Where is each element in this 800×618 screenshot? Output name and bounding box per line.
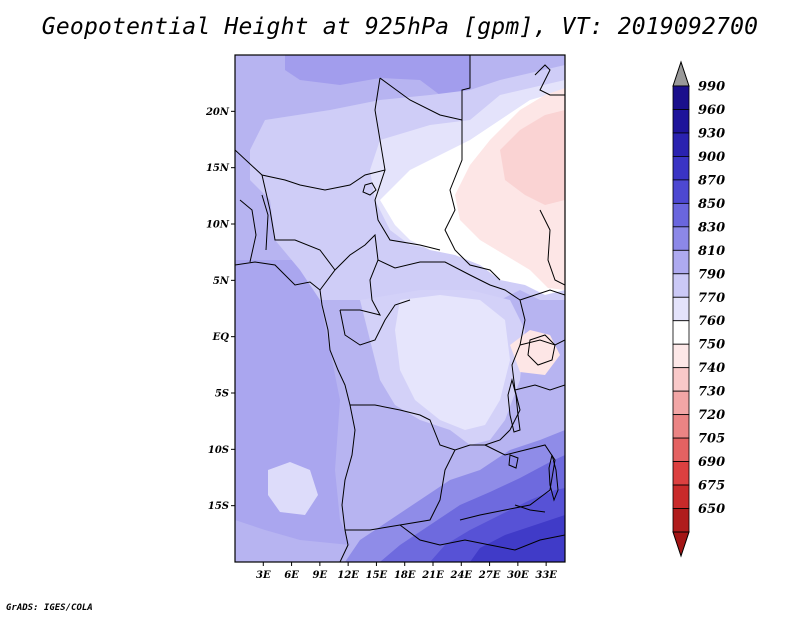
border-sahara: [235, 77, 386, 191]
x-tick-label: 24E: [450, 570, 473, 581]
y-tick-label: 15N: [206, 163, 230, 174]
border-car: [377, 259, 521, 301]
colorbar-swatch: [672, 296, 690, 322]
field-west-ocean: [235, 260, 350, 545]
colorbar-top-extend: [672, 60, 690, 87]
border-cameroon: [319, 233, 381, 316]
border-drc-angola: [350, 404, 485, 451]
colorbar-swatch: [672, 367, 690, 392]
field-south-patch: [268, 462, 318, 515]
colorbar-label: 690: [698, 455, 725, 470]
colorbar-swatch: [672, 461, 690, 486]
x-axis: 3E 6E 9E 12E 15E 18E 21E 24E 27E 30E 33E: [256, 562, 557, 581]
x-tick-label: 30E: [507, 570, 529, 581]
colorbar-label: 675: [698, 479, 725, 494]
lake-mweru: [508, 454, 519, 469]
colorbar-label: 830: [698, 220, 725, 235]
border-niger-chad: [374, 169, 441, 251]
field-pink-740: [500, 110, 565, 205]
colorbar-label: 720: [698, 408, 725, 423]
colorbar-swatch: [672, 249, 690, 275]
y-axis: 20N 15N 10N 5N EQ 5S 10S 15S: [205, 107, 235, 512]
colorbar-label: 760: [698, 314, 725, 329]
border-west-africa: [239, 194, 269, 263]
colorbar-label: 810: [698, 244, 725, 259]
country-borders: [235, 55, 565, 562]
x-tick-label: 15E: [366, 570, 388, 581]
colorbar-label: 740: [698, 361, 725, 376]
colorbar-swatch: [672, 390, 690, 416]
colorbar-swatch: [672, 484, 690, 509]
colorbar-label: 705: [698, 432, 725, 447]
colorbar-swatch: [672, 85, 690, 110]
lake-tanganyika: [507, 378, 521, 433]
lake-victoria: [527, 334, 556, 366]
field-pink-lake: [510, 330, 560, 375]
x-tick-label: 9E: [313, 570, 328, 581]
map-frame: [234, 54, 566, 563]
x-tick-label: 18E: [394, 570, 416, 581]
lake-malawi: [548, 454, 559, 502]
footer-credit: GrADS: IGES/COLA: [6, 603, 93, 613]
x-tick-label: 33E: [535, 570, 557, 581]
y-tick-label: 20N: [205, 107, 230, 118]
border-southern: [399, 524, 565, 551]
colorbar-swatch: [672, 414, 690, 439]
colorbar-label: 750: [698, 338, 725, 353]
field-north-830: [285, 55, 470, 105]
y-tick-label: EQ: [212, 332, 230, 343]
border-zambia: [459, 444, 556, 521]
lakes: [362, 182, 559, 513]
colorbar-label: 770: [698, 291, 725, 306]
x-tick-label: 3E: [256, 570, 271, 581]
colorbar-swatch: [672, 343, 690, 369]
colorbar-label: 730: [698, 385, 725, 400]
colorbar-swatch: [672, 109, 690, 134]
colorbar-swatch: [672, 437, 690, 462]
colorbar-label: 650: [698, 502, 725, 517]
map-title: Geopotential Height at 925hPa [gpm], VT:…: [41, 14, 759, 40]
border-ethiopia: [539, 209, 565, 286]
colorbar: 990 960 930 900 870 850 830 810 790 770 760 750 740 7…: [672, 60, 725, 558]
x-tick-label: 27E: [478, 570, 501, 581]
y-tick-label: 5S: [215, 389, 229, 400]
y-tick-label: 15S: [208, 501, 229, 512]
colorbar-label: 870: [698, 173, 725, 188]
colorbar-swatch: [672, 508, 690, 533]
colorbar-label: 850: [698, 197, 725, 212]
border-chad-sudan: [444, 120, 501, 281]
colorbar-bottom-extend: [672, 531, 690, 558]
coastline-west: [235, 261, 356, 562]
x-tick-label: 12E: [337, 570, 359, 581]
colorbar-label: 960: [698, 103, 725, 118]
field-south-900: [470, 515, 565, 562]
colorbar-label: 900: [698, 150, 725, 165]
field-basin-770: [395, 295, 510, 430]
lake-kariba: [514, 504, 546, 513]
border-nigeria: [261, 174, 336, 271]
y-tick-label: 10N: [206, 220, 230, 231]
colorbar-swatch: [672, 202, 690, 228]
coast-red-sea: [534, 64, 565, 96]
x-tick-label: 21E: [421, 570, 444, 581]
lake-chad: [362, 182, 377, 196]
colorbar-swatch: [672, 179, 690, 204]
border-angola-south: [345, 449, 456, 531]
colorbar-label: 790: [698, 267, 725, 282]
colorbar-label: 930: [698, 126, 725, 141]
colorbar-swatch: [672, 273, 690, 298]
colorbar-label: 990: [698, 80, 725, 95]
border-congo: [339, 299, 411, 346]
colorbar-swatch: [672, 132, 690, 157]
map-fields: [235, 55, 565, 562]
colorbar-swatch: [672, 156, 690, 181]
x-tick-label: 6E: [284, 570, 299, 581]
colorbar-swatch: [672, 320, 690, 345]
y-tick-label: 10S: [208, 445, 229, 456]
y-tick-label: 5N: [213, 276, 230, 287]
colorbar-swatch: [672, 226, 690, 251]
